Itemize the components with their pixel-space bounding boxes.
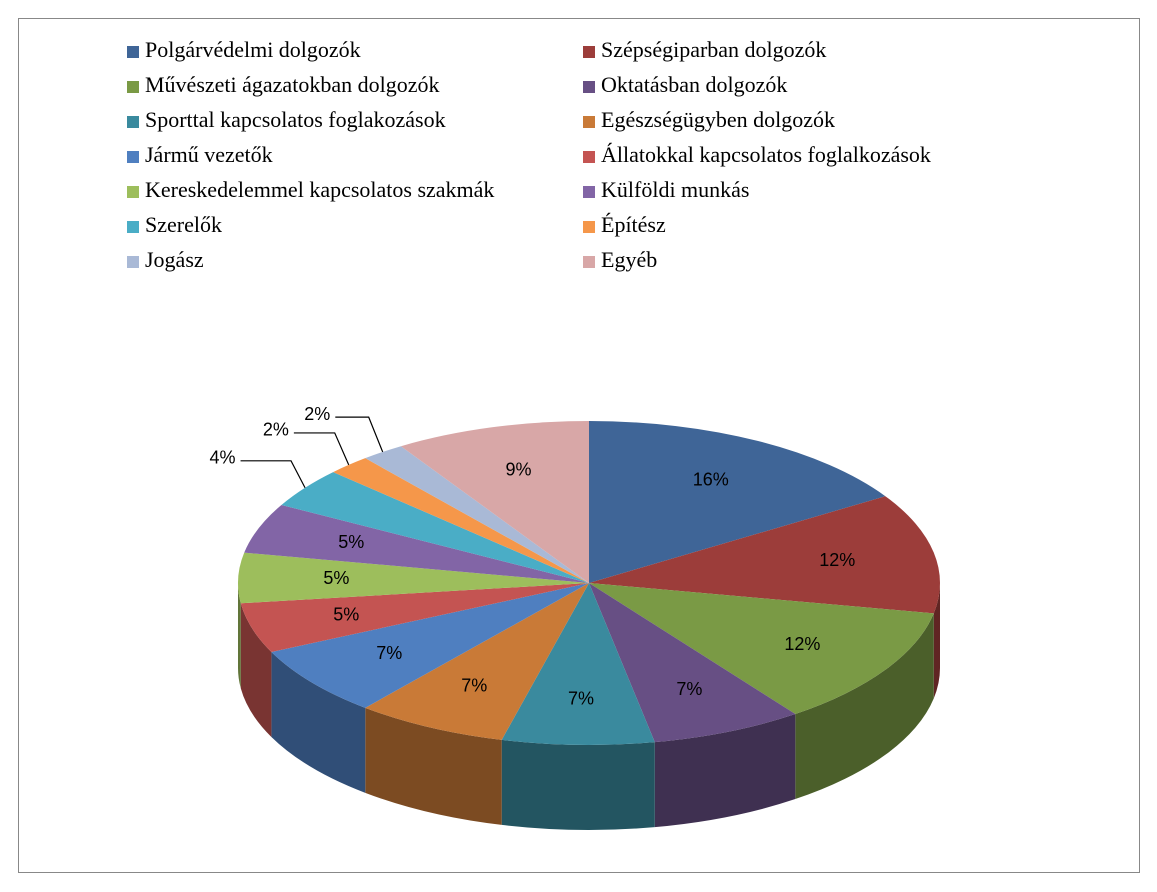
pie-side [501,739,655,831]
legend-swatch [583,81,595,93]
leader-line [240,460,306,489]
legend-swatch [583,186,595,198]
data-label: 12% [819,550,855,570]
legend-label: Külföldi munkás [601,177,750,202]
data-label: 4% [210,448,236,468]
pie-slice [271,583,589,708]
legend-swatch [127,46,139,58]
leader-line [335,416,384,453]
legend-swatch [127,81,139,93]
legend-swatch [583,221,595,233]
legend-label: Jogász [145,247,204,272]
data-label: 2% [304,404,330,424]
data-label: 7% [461,676,487,696]
pie-slice [400,421,589,583]
legend-label: Egyéb [601,247,657,272]
legend-label: Szépségiparban dolgozók [601,37,826,62]
pie-side [795,613,934,800]
pie-side [933,583,940,699]
pie-side [238,583,241,689]
pie-side [654,714,796,828]
pie-side [365,707,502,825]
data-label: 5% [338,532,364,552]
pie-slice [589,583,934,715]
data-label: 7% [676,679,702,699]
legend-label: Jármű vezetők [145,142,273,167]
data-label: 7% [568,688,594,708]
data-label: 5% [323,568,349,588]
leader-line [293,432,350,466]
legend-swatch [583,256,595,268]
legend-label: Egészségügyben dolgozók [601,107,835,132]
legend-label: Sporttal kapcsolatos foglakozások [145,107,446,132]
data-label: 12% [784,634,820,654]
pie-side [240,603,272,737]
legend-label: Kereskedelemmel kapcsolatos szakmák [145,177,494,202]
data-label: 9% [505,460,531,480]
legend-label: Művészeti ágazatokban dolgozók [145,72,439,97]
data-label: 2% [263,420,289,440]
legend-swatch [127,256,139,268]
data-label: 5% [333,604,359,624]
data-label: 16% [693,470,729,490]
pie-slice [365,583,589,740]
pie-slice [589,496,940,614]
pie-slice [589,583,796,743]
legend-label: Oktatásban dolgozók [601,72,787,97]
pie-slice [365,446,589,583]
pie-slice [238,552,590,604]
pie-slice [501,583,655,745]
legend-label: Szerelők [145,212,222,237]
legend-swatch [583,46,595,58]
legend-swatch [127,221,139,233]
legend-swatch [127,186,139,198]
pie-side [271,651,366,793]
pie-slice [240,583,589,652]
legend-label: Polgárvédelmi dolgozók [145,37,361,62]
data-label: 7% [376,643,402,663]
legend-swatch [583,116,595,128]
legend-swatch [583,151,595,163]
legend-swatch [127,116,139,128]
legend-swatch [127,151,139,163]
legend-label: Építész [601,212,666,237]
pie-slice [333,458,589,583]
pie-slice [281,472,589,583]
legend-label: Állatokkal kapcsolatos foglalkozások [601,142,931,167]
pie-slice [589,421,886,583]
pie-slice [244,504,590,583]
